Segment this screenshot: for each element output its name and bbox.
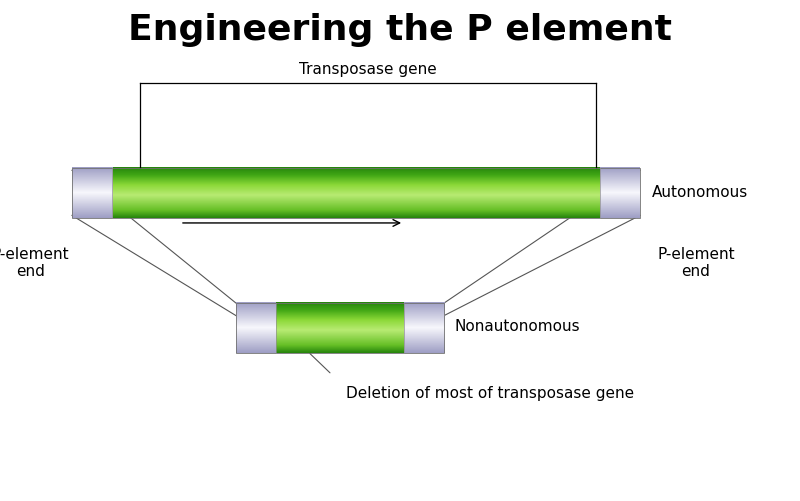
Bar: [236, 303, 444, 353]
Text: Nonautonomous: Nonautonomous: [454, 319, 580, 334]
Text: Engineering the P element: Engineering the P element: [128, 13, 672, 47]
Bar: [72, 168, 640, 218]
Text: Transposase gene: Transposase gene: [299, 62, 437, 77]
Text: Autonomous: Autonomous: [652, 185, 748, 200]
Text: P-element
end: P-element end: [657, 247, 735, 279]
Text: Deletion of most of transposase gene: Deletion of most of transposase gene: [346, 386, 634, 401]
Text: P-element
end: P-element end: [0, 247, 70, 279]
